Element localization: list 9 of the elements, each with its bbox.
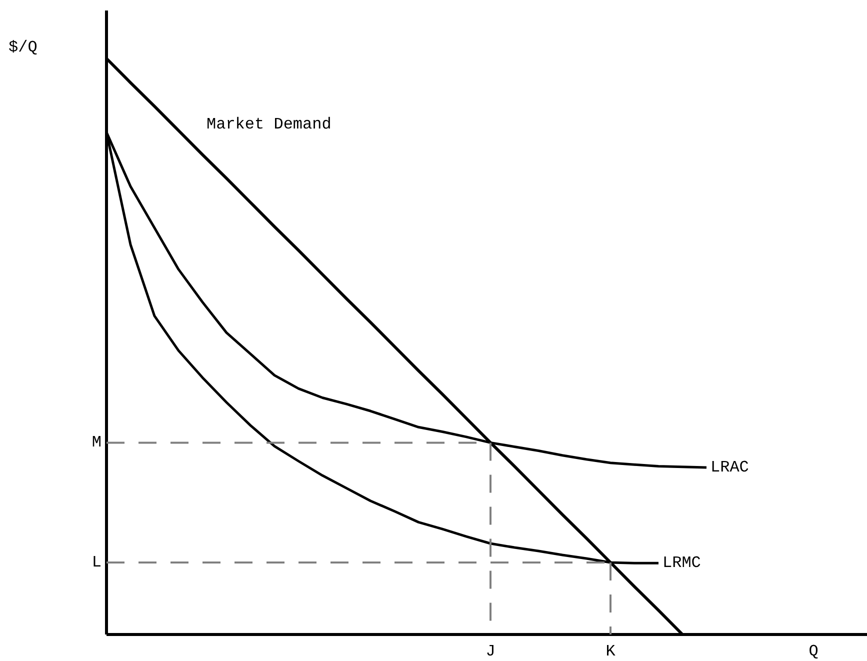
y-axis-title: $/Q <box>8 38 38 56</box>
series-label: L <box>92 554 102 572</box>
series-label: LRMC <box>662 554 701 572</box>
x-tick-label: K <box>606 642 616 660</box>
series-label: M <box>92 434 102 452</box>
x-tick-label: J <box>486 642 496 660</box>
series-label: Market Demand <box>206 116 332 134</box>
series-label: LRAC <box>710 458 749 476</box>
x-axis-title: Q <box>808 642 818 660</box>
